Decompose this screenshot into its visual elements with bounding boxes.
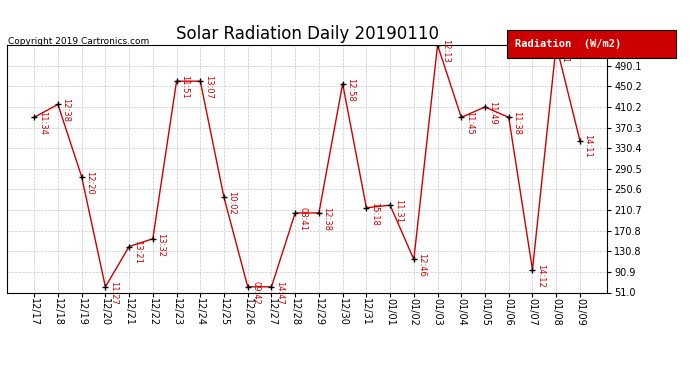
Text: 14:47: 14:47 bbox=[275, 280, 284, 304]
Text: 15:18: 15:18 bbox=[370, 201, 379, 225]
Text: 11:49: 11:49 bbox=[489, 101, 497, 124]
Text: 13:07: 13:07 bbox=[204, 75, 213, 99]
Text: 14:11: 14:11 bbox=[560, 39, 569, 63]
Text: 11:38: 11:38 bbox=[512, 111, 521, 135]
Text: 11:45: 11:45 bbox=[465, 111, 474, 135]
Text: 10:02: 10:02 bbox=[228, 191, 237, 215]
Text: 11:31: 11:31 bbox=[394, 199, 403, 223]
Text: 12:46: 12:46 bbox=[417, 253, 426, 277]
Text: 11:34: 11:34 bbox=[38, 111, 47, 135]
Text: 13:32: 13:32 bbox=[157, 232, 166, 256]
Text: 12:38: 12:38 bbox=[61, 98, 70, 122]
Text: 12:20: 12:20 bbox=[85, 171, 95, 194]
Text: 12:38: 12:38 bbox=[322, 207, 331, 231]
Text: 11:27: 11:27 bbox=[109, 280, 118, 304]
Text: Radiation  (W/m2): Radiation (W/m2) bbox=[515, 39, 622, 49]
Text: 11:51: 11:51 bbox=[180, 75, 189, 99]
Text: 12:13: 12:13 bbox=[441, 39, 450, 63]
Text: 08:41: 08:41 bbox=[299, 207, 308, 231]
Title: Solar Radiation Daily 20190110: Solar Radiation Daily 20190110 bbox=[175, 26, 439, 44]
Text: 14:11: 14:11 bbox=[584, 134, 593, 158]
Text: Copyright 2019 Cartronics.com: Copyright 2019 Cartronics.com bbox=[8, 38, 150, 46]
Text: 13:21: 13:21 bbox=[132, 240, 141, 264]
Text: 12:58: 12:58 bbox=[346, 78, 355, 101]
Text: 14:12: 14:12 bbox=[536, 264, 545, 287]
Text: 09:42: 09:42 bbox=[251, 280, 260, 304]
